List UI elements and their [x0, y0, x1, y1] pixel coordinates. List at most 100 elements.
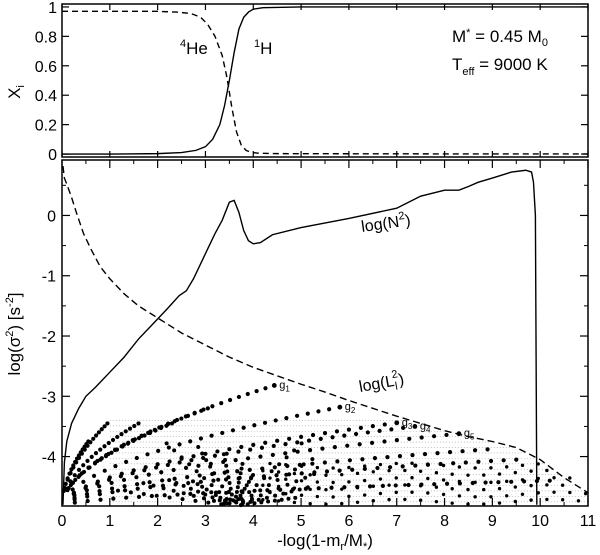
mode-point [360, 457, 365, 462]
mode-point [545, 483, 549, 487]
mode-point [70, 487, 75, 492]
mode-point [212, 471, 217, 476]
mode-point [505, 479, 509, 484]
mode-point [239, 466, 244, 471]
mode-point [161, 486, 166, 491]
mode-point [236, 480, 241, 485]
mode-point [268, 490, 272, 495]
mode-point [76, 455, 82, 460]
mode-point [426, 476, 430, 481]
mode-point [224, 463, 229, 468]
mode-point [279, 497, 284, 502]
mode-point [394, 476, 398, 480]
mode-point [293, 495, 298, 500]
mode-point [560, 483, 565, 487]
g-mode-point [394, 420, 400, 426]
mode-point [128, 490, 133, 495]
mode-point [261, 469, 265, 473]
mode-point [109, 480, 114, 486]
g-mode-point [412, 424, 418, 429]
mode-point [347, 480, 351, 484]
mode-point [262, 420, 268, 425]
mode-point [195, 482, 200, 487]
mode-point [340, 472, 344, 477]
mode-point [204, 458, 209, 463]
mode-point [123, 429, 128, 434]
mode-point [181, 491, 186, 496]
mode-point [245, 502, 250, 507]
mode-point [220, 484, 225, 489]
mode-point [451, 461, 456, 466]
mode-point [217, 490, 222, 495]
mode-point [191, 493, 196, 498]
mode-point [209, 483, 214, 488]
mode-point [463, 460, 468, 465]
mode-point [179, 416, 184, 421]
mode-point [362, 466, 367, 471]
mode-point [220, 430, 225, 436]
mode-point [185, 474, 190, 480]
mode-point [331, 495, 335, 499]
mode-point [460, 449, 465, 454]
xtick-label: 6 [344, 513, 353, 530]
mode-point [245, 391, 250, 397]
g-mode-label: g2 [345, 401, 356, 415]
mode-point [134, 455, 139, 461]
mode-point [230, 428, 236, 433]
mode-point [234, 489, 239, 494]
mode-point [91, 436, 96, 441]
mode-point [191, 454, 196, 459]
mode-point [93, 433, 99, 438]
mode-point [177, 442, 182, 447]
mode-point [141, 492, 146, 497]
ytick-label: -2 [42, 329, 56, 346]
mode-point [362, 493, 367, 497]
mode-point [450, 487, 454, 491]
mode-point [263, 386, 268, 391]
mode-point [85, 498, 90, 504]
mode-point [545, 497, 549, 502]
mode-point [245, 456, 251, 461]
mode-point [99, 456, 104, 461]
mode-point [98, 447, 103, 452]
mode-point [284, 463, 288, 467]
mode-point [110, 437, 116, 443]
mode-point [91, 473, 97, 478]
mode-point [248, 447, 253, 452]
mode-point [226, 475, 231, 480]
mode-point [277, 462, 282, 467]
mode-point [322, 431, 328, 436]
l2-curve-label: log(Ll2) [357, 367, 406, 399]
mode-point [102, 424, 107, 429]
mode-point [457, 465, 462, 469]
mode-point [121, 442, 127, 447]
mode-point [201, 455, 206, 461]
mode-point [324, 488, 328, 492]
mode-point [410, 490, 414, 494]
mode-point [370, 424, 375, 429]
mode-point [375, 465, 380, 471]
mode-point [172, 448, 177, 453]
mode-point [273, 493, 278, 498]
mode-point [292, 467, 297, 472]
mode-point [112, 447, 118, 452]
mode-point [210, 495, 215, 500]
mode-point [154, 493, 159, 498]
mode-point [240, 461, 245, 466]
mode-point [115, 488, 120, 493]
mode-point [224, 490, 229, 495]
mode-point [377, 428, 382, 434]
mode-point [110, 490, 115, 495]
mode-point [113, 463, 118, 469]
mode-point [529, 469, 533, 473]
mode-point [355, 471, 360, 476]
mode-point [192, 410, 197, 415]
mode-point [355, 486, 360, 490]
teff-annotation: Teff = 9000 K [452, 55, 548, 78]
mode-point [497, 501, 502, 505]
mode-point [119, 431, 124, 437]
mode-point [422, 451, 428, 457]
mode-point [124, 495, 129, 500]
mode-point [251, 442, 256, 447]
mode-point [303, 475, 308, 480]
